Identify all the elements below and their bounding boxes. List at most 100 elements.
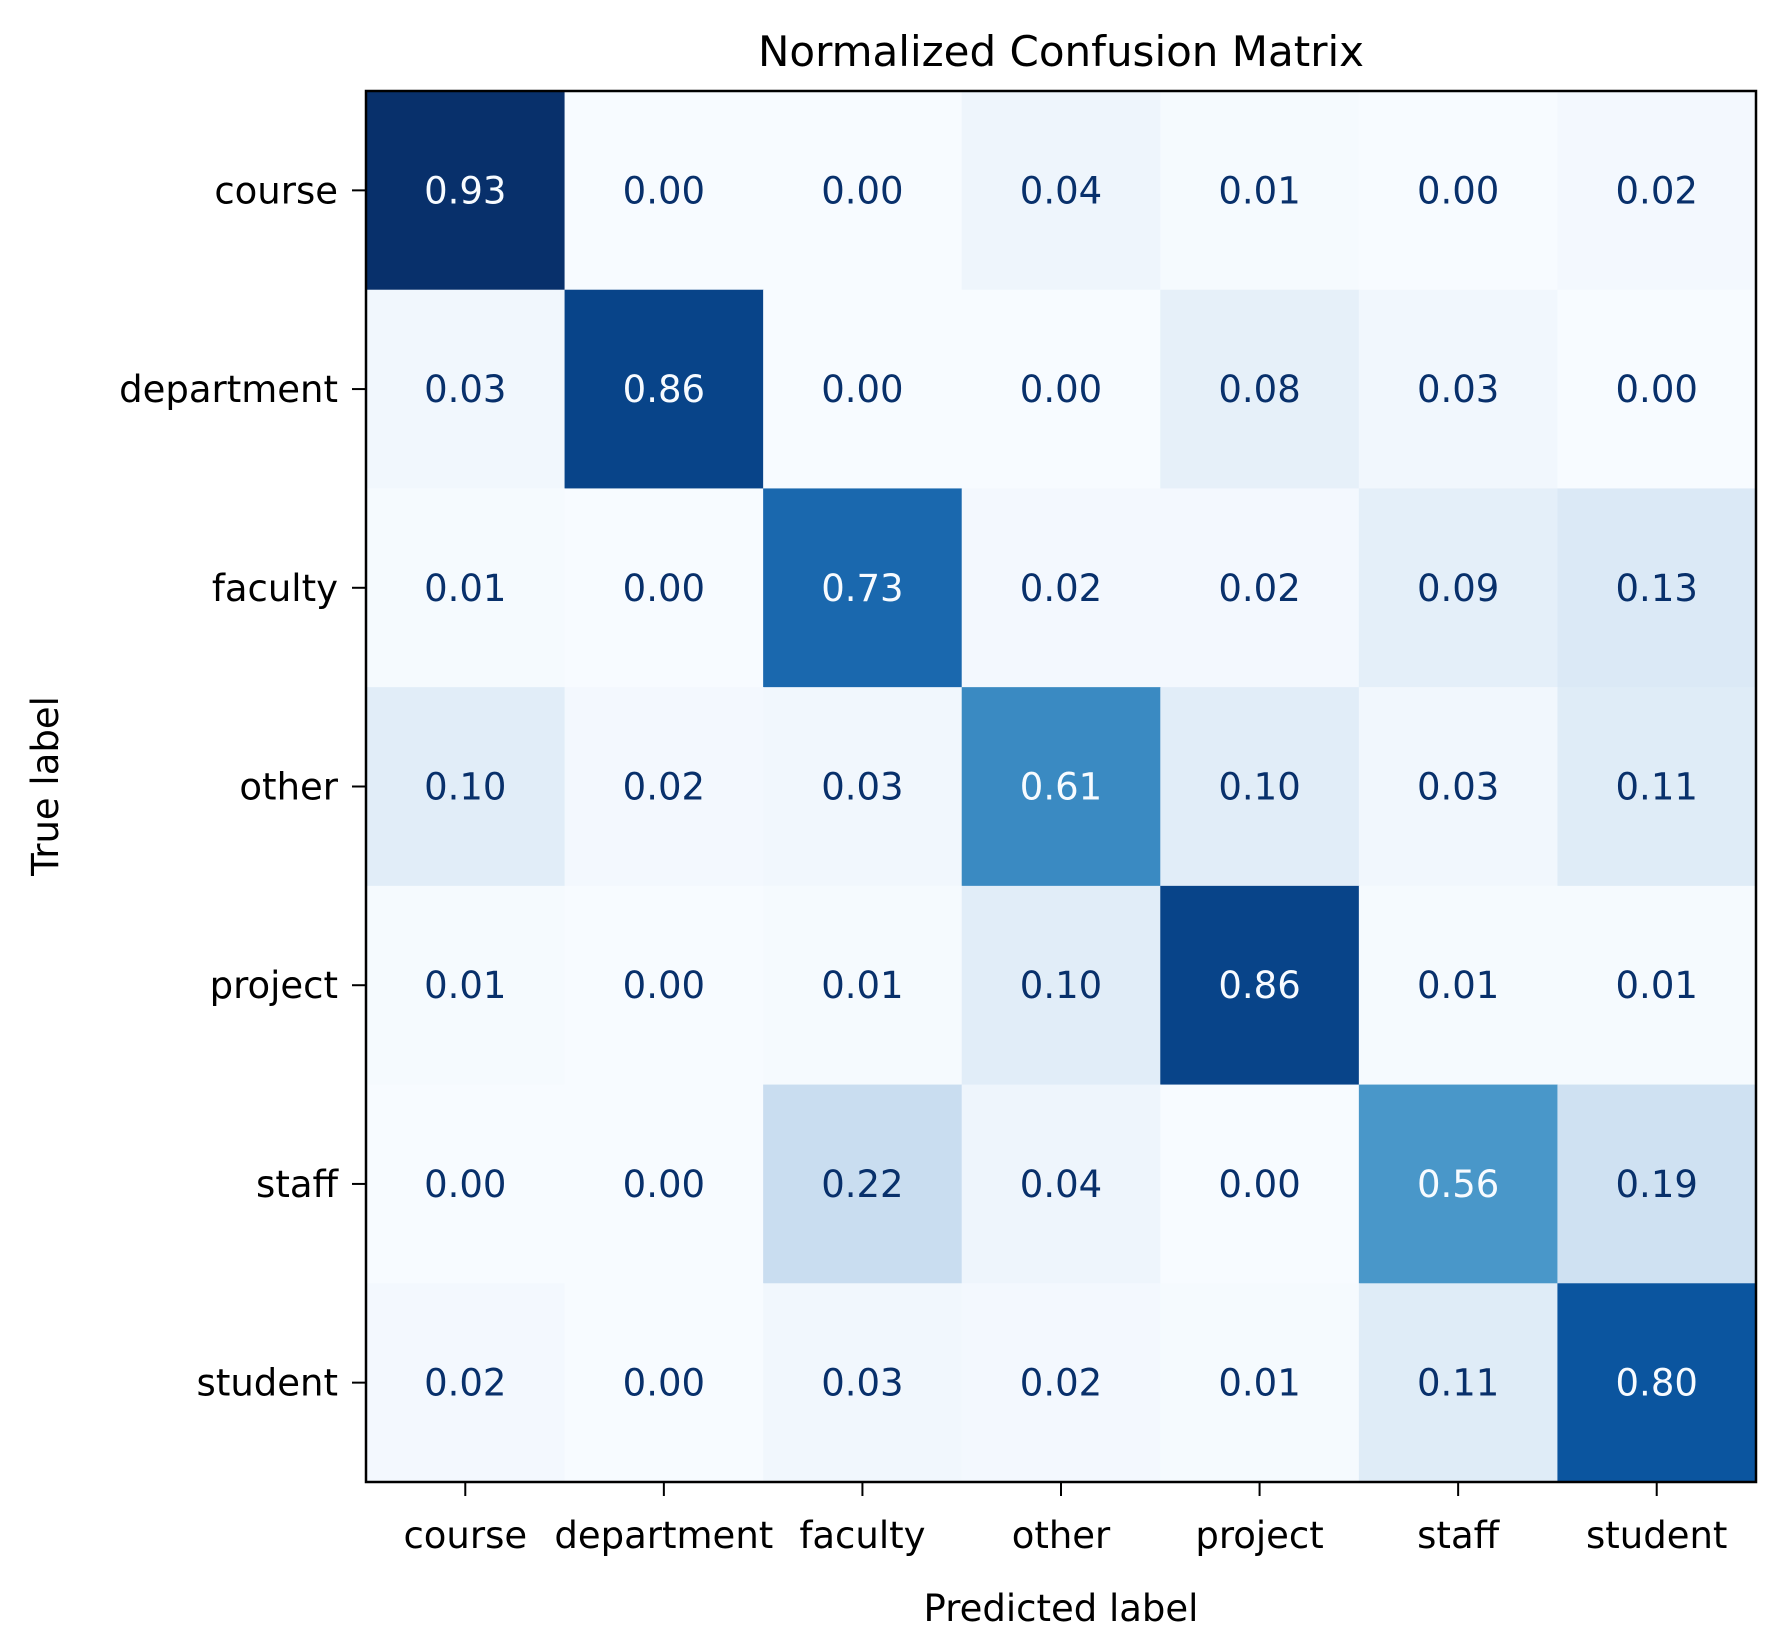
y-axis-title: True label: [24, 696, 67, 877]
cell-value-label: 0.01: [424, 567, 506, 610]
x-tick-label-faculty: faculty: [799, 1514, 925, 1557]
matrix-cell-staff-project: [1160, 1084, 1360, 1284]
matrix-cell-project-faculty: [763, 885, 963, 1086]
matrix-cell-staff-course: [366, 1084, 566, 1284]
matrix-cell-student-faculty: [763, 1283, 963, 1483]
matrix-cell-student-student: [1557, 1283, 1757, 1483]
matrix-cell-other-course: [366, 687, 566, 887]
x-tick-label-department: department: [554, 1514, 773, 1557]
y-axis-ticks: course department faculty other project staff…: [119, 169, 366, 1405]
cell-value-label: 0.13: [1616, 567, 1698, 610]
cell-value-label: 0.02: [1218, 567, 1300, 610]
x-axis-title: Predicted label: [924, 1587, 1199, 1630]
matrix-cell-faculty-course: [366, 488, 566, 688]
matrix-cell-other-other: [961, 687, 1161, 887]
matrix-cell-project-staff: [1358, 885, 1559, 1086]
cell-value-label: 0.01: [821, 964, 903, 1007]
cell-value-label: 0.01: [424, 964, 506, 1007]
cell-value-label: 0.00: [821, 368, 903, 411]
cell-value-label: 0.00: [1616, 368, 1698, 411]
cell-value-label: 0.04: [1020, 1163, 1102, 1206]
x-tick-label-staff: staff: [1417, 1514, 1500, 1557]
cell-value-label: 0.00: [1417, 169, 1499, 212]
matrix-cell-student-staff: [1358, 1283, 1559, 1483]
y-tick-label-course: course: [214, 169, 338, 212]
matrix-cell-course-student: [1557, 91, 1757, 291]
matrix-cell-course-course: [366, 91, 566, 291]
cell-value-label: 0.01: [1218, 169, 1300, 212]
cell-value-label: 0.00: [623, 1163, 705, 1206]
matrix-cell-department-other: [961, 289, 1161, 490]
x-tick-label-other: other: [1012, 1514, 1111, 1557]
cell-value-label: 0.01: [1218, 1362, 1300, 1405]
chart-title: Normalized Confusion Matrix: [758, 27, 1364, 76]
cell-value-label: 0.04: [1020, 169, 1102, 212]
y-tick-label-faculty: faculty: [212, 567, 338, 610]
cell-value-label: 0.86: [1218, 964, 1300, 1007]
cell-value-label: 0.03: [821, 766, 903, 809]
cell-value-label: 0.10: [1218, 766, 1300, 809]
matrix-cell-faculty-department: [564, 488, 764, 688]
x-tick-label-student: student: [1586, 1514, 1727, 1557]
matrix-cell-other-department: [564, 687, 764, 887]
matrix-cell-faculty-other: [961, 488, 1161, 688]
cell-value-label: 0.00: [623, 169, 705, 212]
matrix-cell-faculty-student: [1557, 488, 1757, 688]
y-tick-label-project: project: [210, 964, 338, 1007]
matrix-cell-student-course: [366, 1283, 566, 1483]
matrix-cell-faculty-faculty: [763, 488, 963, 688]
matrix-cell-other-staff: [1358, 687, 1559, 887]
matrix-cell-project-course: [366, 885, 566, 1086]
y-tick-label-student: student: [197, 1362, 338, 1405]
cell-value-label: 0.03: [821, 1362, 903, 1405]
matrix-cell-faculty-project: [1160, 488, 1360, 688]
matrix-cell-staff-faculty: [763, 1084, 963, 1284]
matrix-cell-department-faculty: [763, 289, 963, 490]
matrix-cell-department-staff: [1358, 289, 1559, 490]
cell-value-label: 0.56: [1417, 1163, 1499, 1206]
y-tick-label-staff: staff: [256, 1163, 339, 1206]
cell-value-label: 0.86: [623, 368, 705, 411]
y-tick-label-department: department: [119, 368, 338, 411]
matrix-cell-project-department: [564, 885, 764, 1086]
cell-value-label: 0.00: [424, 1163, 506, 1206]
matrix-cell-project-other: [961, 885, 1161, 1086]
cell-value-label: 0.02: [1616, 169, 1698, 212]
matrix-cell-course-project: [1160, 91, 1360, 291]
matrix-cell-department-project: [1160, 289, 1360, 490]
cell-value-label: 0.00: [821, 169, 903, 212]
cell-value-label: 0.00: [623, 567, 705, 610]
cell-value-label: 0.73: [821, 567, 903, 610]
cell-value-label: 0.01: [1616, 964, 1698, 1007]
cell-value-label: 0.02: [424, 1362, 506, 1405]
matrix-cells: 0.93 0.00 0.00 0.04 0.01 0.00 0.02 0.03 0.86 0.00…: [366, 91, 1757, 1483]
x-tick-label-course: course: [403, 1514, 527, 1557]
matrix-cell-department-course: [366, 289, 566, 490]
cell-value-label: 0.00: [623, 964, 705, 1007]
cell-value-label: 0.22: [821, 1163, 903, 1206]
cell-value-label: 0.10: [424, 766, 506, 809]
x-tick-label-project: project: [1195, 1514, 1323, 1557]
cell-value-label: 0.01: [1417, 964, 1499, 1007]
cell-value-label: 0.09: [1417, 567, 1499, 610]
matrix-cell-student-department: [564, 1283, 764, 1483]
cell-value-label: 0.11: [1417, 1362, 1499, 1405]
matrix-cell-project-student: [1557, 885, 1757, 1086]
y-tick-label-other: other: [239, 766, 338, 809]
matrix-cell-other-project: [1160, 687, 1360, 887]
matrix-cell-faculty-staff: [1358, 488, 1559, 688]
matrix-cell-project-project: [1160, 885, 1360, 1086]
cell-value-label: 0.10: [1020, 964, 1102, 1007]
x-axis-ticks: course department faculty other project staff…: [403, 1482, 1727, 1557]
matrix-cell-other-student: [1557, 687, 1757, 887]
cell-value-label: 0.03: [1417, 766, 1499, 809]
matrix-cell-department-student: [1557, 289, 1757, 490]
cell-value-label: 0.61: [1020, 766, 1102, 809]
matrix-cell-course-department: [564, 91, 764, 291]
matrix-cell-other-faculty: [763, 687, 963, 887]
cell-value-label: 0.03: [424, 368, 506, 411]
cell-value-label: 0.00: [1020, 368, 1102, 411]
matrix-cell-course-other: [961, 91, 1161, 291]
cell-value-label: 0.03: [1417, 368, 1499, 411]
matrix-cell-staff-staff: [1358, 1084, 1559, 1284]
